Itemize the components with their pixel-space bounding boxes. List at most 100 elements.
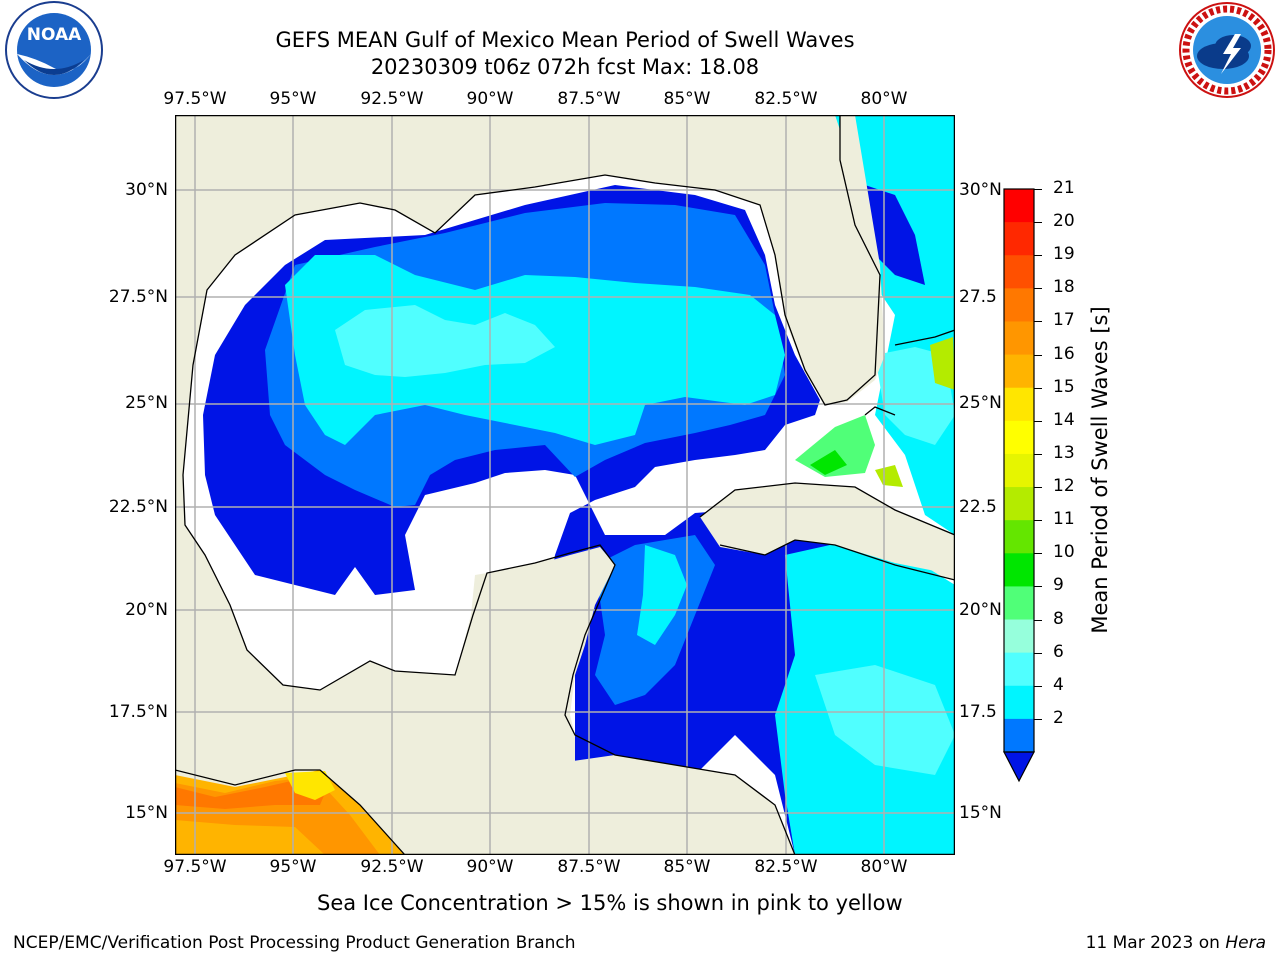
period-band-12-13 [930, 337, 955, 390]
colorbar-cell [1004, 321, 1034, 356]
lat-label-left: 20°N [125, 600, 168, 620]
lon-label-top: 87.5°W [557, 89, 621, 109]
colorbar-tick-mark [1034, 354, 1042, 356]
lat-label-right: 17.5 [959, 702, 997, 722]
lat-label-left: 17.5°N [108, 702, 168, 722]
lon-label-top: 97.5°W [163, 89, 227, 109]
colorbar-tick-label: 11 [1053, 509, 1075, 530]
colorbar-tick-label: 20 [1053, 211, 1075, 232]
colorbar-cell [1004, 453, 1034, 488]
colorbar-cell [1004, 354, 1034, 389]
lon-label-bottom: 82.5°W [754, 857, 818, 877]
lon-label-bottom: 80°W [860, 857, 908, 877]
colorbar-tick-mark [1034, 420, 1042, 422]
colorbar-tick-label: 19 [1053, 244, 1075, 265]
colorbar-label: Mean Period of Swell Waves [s] [1088, 306, 1112, 634]
period-band-6-8-caribbean-east [815, 665, 955, 775]
colorbar-cell [1004, 520, 1034, 554]
lon-label-bottom: 90°W [466, 857, 514, 877]
lon-label-bottom: 87.5°W [557, 857, 621, 877]
land-florida [765, 115, 885, 405]
lon-label-top: 82.5°W [754, 89, 818, 109]
colorbar-tick-label: 4 [1053, 674, 1064, 695]
lat-label-right: 22.5 [959, 497, 997, 517]
colorbar-tick-mark [1034, 222, 1042, 224]
colorbar-tick-mark [1034, 718, 1042, 720]
lon-label-top: 95°W [269, 89, 317, 109]
colorbar-cell [1004, 553, 1034, 587]
colorbar-tick-label: 12 [1053, 476, 1075, 497]
lon-label-top: 85°W [663, 89, 711, 109]
colorbar-tick-mark [1034, 453, 1042, 455]
land-central-america [435, 755, 795, 855]
footer-date-text: 11 Mar 2023 on [1085, 933, 1226, 953]
lon-label-bottom: 92.5°W [360, 857, 424, 877]
land-cuba [700, 483, 955, 575]
colorbar-tick-label: 10 [1053, 542, 1075, 563]
lat-label-right: 25°N [959, 393, 1002, 413]
colorbar-tick-mark [1034, 520, 1042, 522]
chart-title: GEFS MEAN Gulf of Mexico Mean Period of … [275, 28, 855, 52]
lat-label-right: 30°N [959, 180, 1002, 200]
colorbar-tick-mark [1034, 255, 1042, 257]
colorbar-tick-mark [1034, 387, 1042, 389]
colorbar-cell [1004, 685, 1034, 720]
colorbar-cell [1004, 420, 1034, 455]
colorbar-tick-mark [1034, 553, 1042, 555]
colorbar-tick-label: 18 [1053, 277, 1075, 298]
colorbar-under-triangle [1003, 751, 1035, 783]
colorbar-tick-label: 6 [1053, 641, 1064, 662]
colorbar-tick-mark [1034, 321, 1042, 323]
lat-label-left: 15°N [125, 803, 168, 823]
colorbar-cell [1004, 387, 1034, 422]
footer-host: Hera [1225, 933, 1266, 953]
colorbar-tick-label: 15 [1053, 376, 1075, 397]
footer-branch: NCEP/EMC/Verification Post Processing Pr… [13, 933, 576, 953]
colorbar-tick-label: 16 [1053, 343, 1075, 364]
sea-ice-note: Sea Ice Concentration > 15% is shown in … [317, 891, 903, 915]
map-panel [175, 115, 955, 855]
lat-label-right: 15°N [959, 803, 1002, 823]
colorbar-cell [1004, 189, 1034, 223]
period-band-12-13-cuba [875, 465, 903, 487]
period-band-0-2-florida-shelf [865, 185, 925, 285]
land-yucatan [305, 547, 615, 765]
lon-label-top: 80°W [860, 89, 908, 109]
map-gridlines [175, 115, 955, 855]
colorbar-tick-mark [1034, 487, 1042, 489]
colorbar-cell [1004, 652, 1034, 687]
coastlines [175, 115, 955, 855]
colorbar-cell [1004, 718, 1034, 753]
period-band-18-19-pacific [175, 779, 325, 809]
colorbar-cell [1004, 288, 1034, 322]
colorbar-tick-label: 14 [1053, 409, 1075, 430]
lat-label-left: 25°N [125, 393, 168, 413]
lat-label-right: 20°N [959, 600, 1002, 620]
colorbar [1003, 188, 1035, 783]
colorbar-cell [1004, 255, 1034, 289]
noaa-logo-text: NOAA [27, 25, 82, 45]
colorbar-tick-label: 8 [1053, 608, 1064, 629]
colorbar-tick-mark [1034, 619, 1042, 621]
lat-label-left: 22.5°N [108, 497, 168, 517]
period-band-15-16-pacific [285, 771, 335, 800]
colorbar-tick-label: 2 [1053, 707, 1064, 728]
colorbar-tick-label: 17 [1053, 310, 1075, 331]
colorbar-tick-label: 21 [1053, 178, 1075, 198]
lat-label-right: 27.5 [959, 287, 997, 307]
noaa-logo: NOAA [5, 1, 103, 99]
colorbar-cell [1004, 619, 1034, 654]
colorbar-tick-mark [1034, 189, 1042, 190]
period-band-10-11 [810, 450, 847, 475]
colorbar-tick-label: 9 [1053, 575, 1064, 596]
lon-label-bottom: 95°W [269, 857, 317, 877]
colorbar-cell [1004, 586, 1034, 621]
lat-label-left: 30°N [125, 180, 168, 200]
lon-label-bottom: 85°W [663, 857, 711, 877]
colorbar-tick-mark [1034, 685, 1042, 687]
colorbar-cell [1004, 222, 1034, 256]
lon-label-top: 90°W [466, 89, 514, 109]
nws-logo [1179, 2, 1275, 98]
period-band-4-6-caribbean [637, 545, 687, 645]
period-band-6-8 [335, 305, 555, 377]
